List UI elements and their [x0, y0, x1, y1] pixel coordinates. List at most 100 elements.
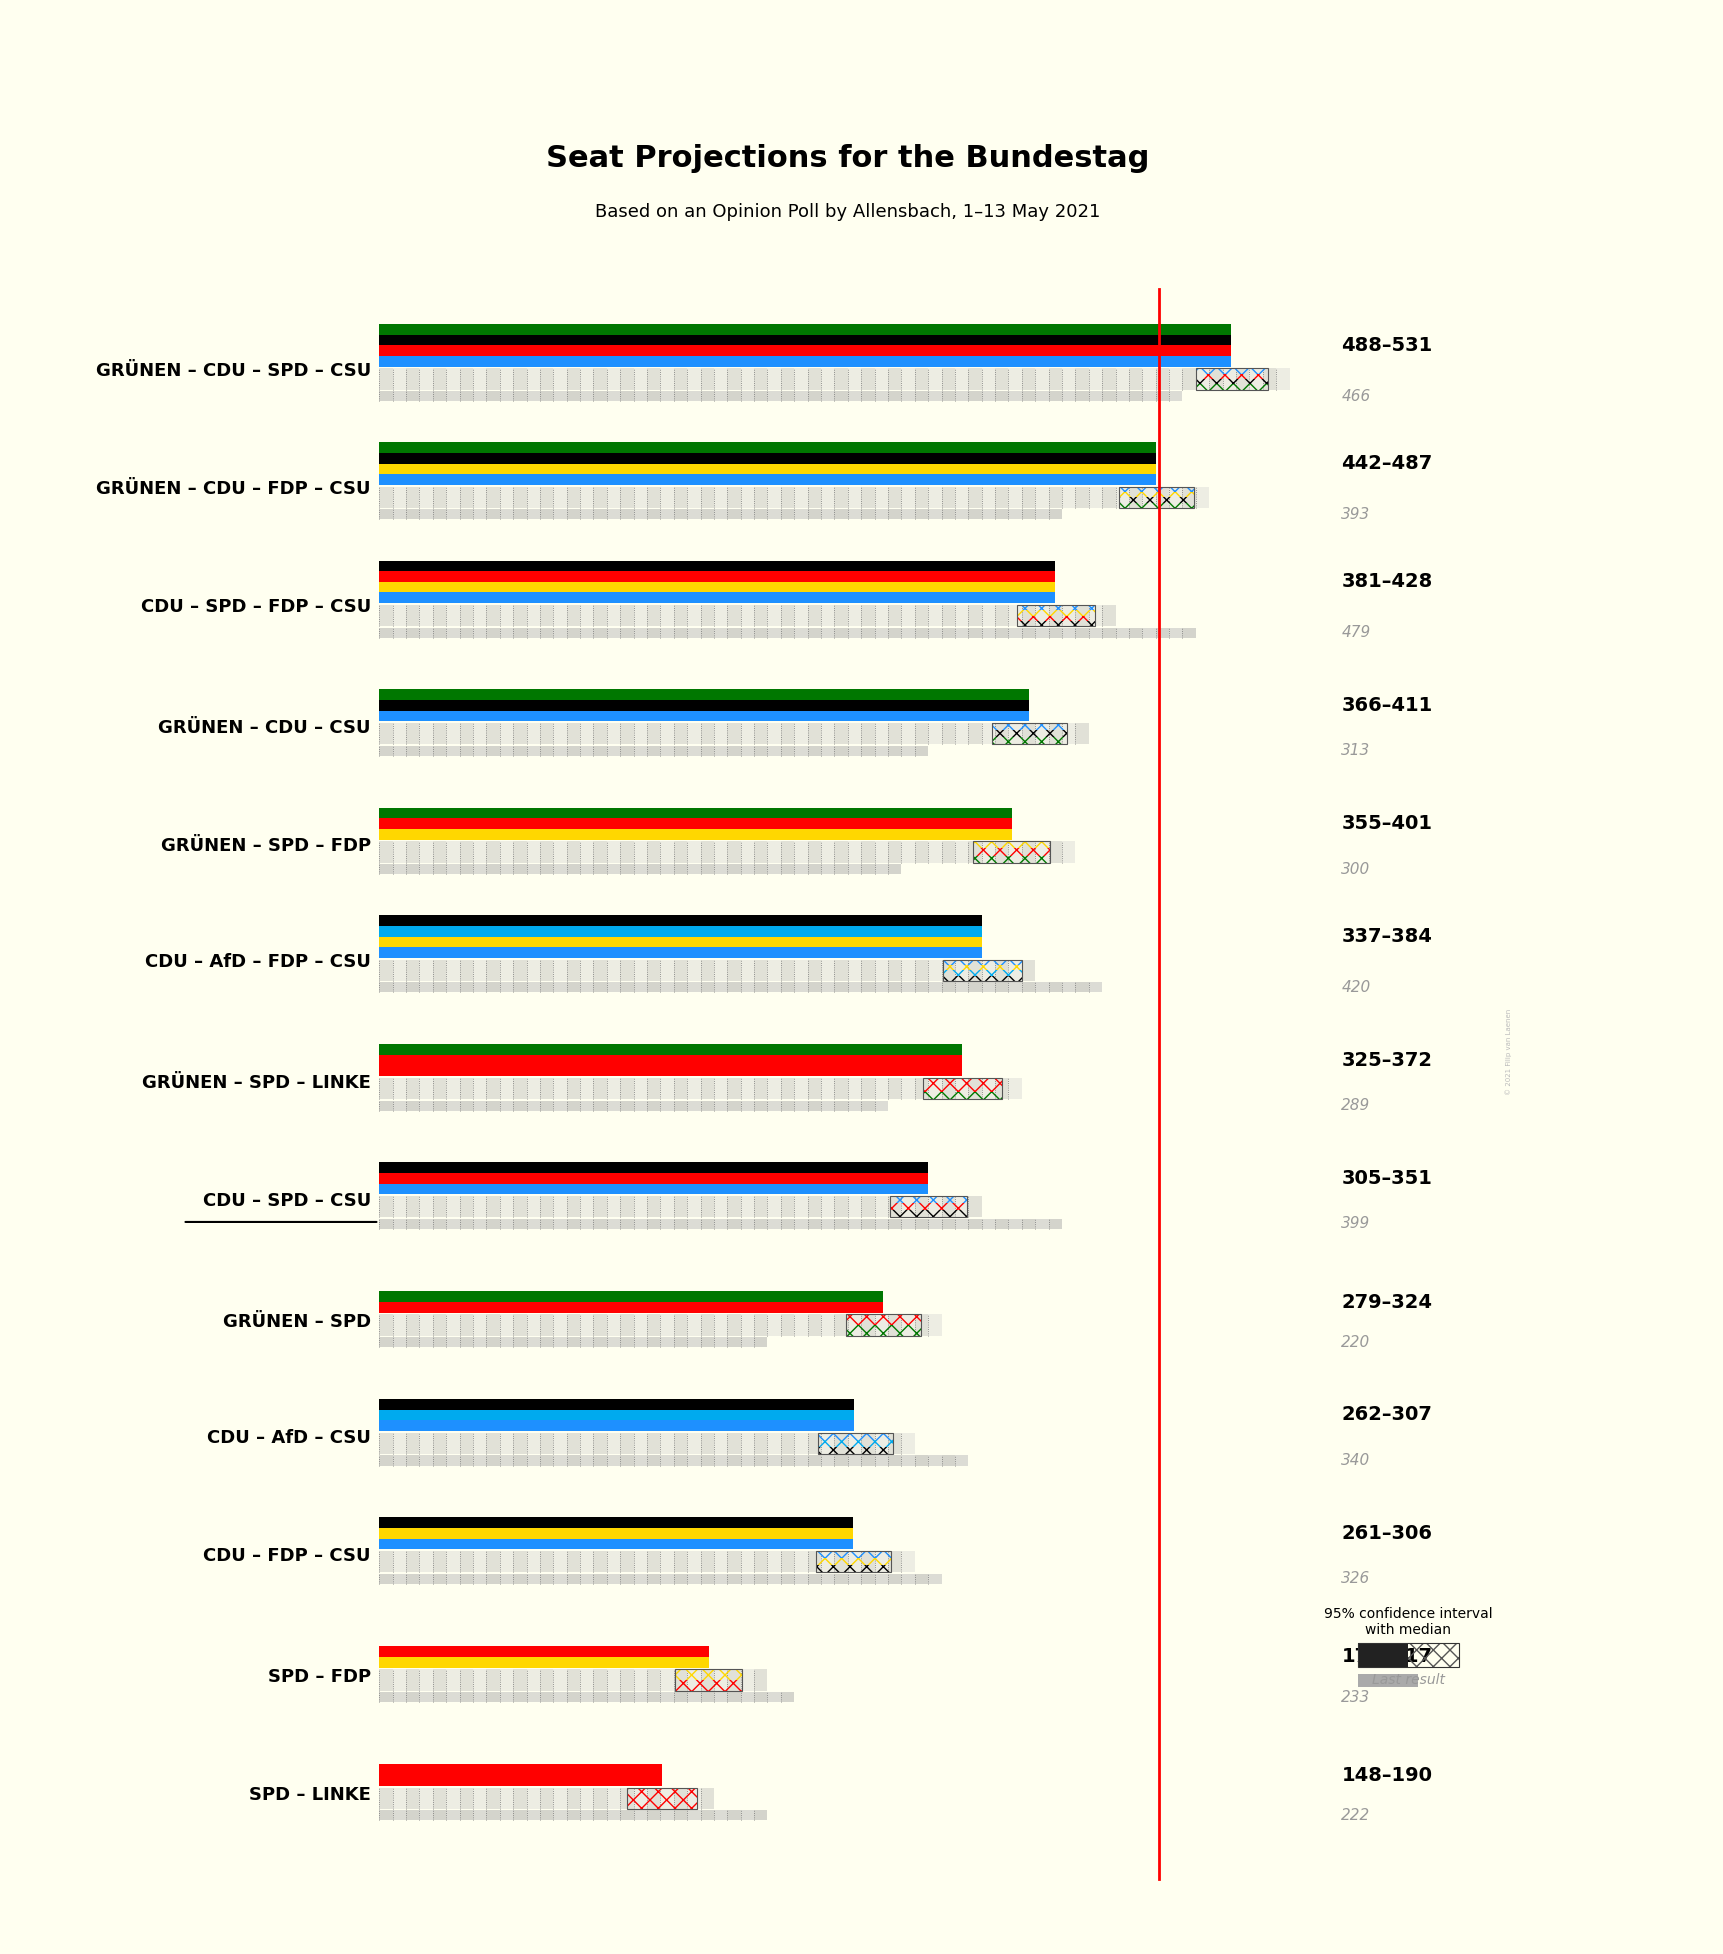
Bar	[593, 1573, 606, 1585]
Bar	[646, 723, 660, 744]
Bar	[753, 1219, 767, 1229]
Bar	[713, 1196, 727, 1217]
Bar	[713, 746, 727, 756]
Bar	[887, 487, 901, 508]
Bar	[500, 1219, 513, 1229]
Bar	[593, 510, 606, 520]
Bar	[486, 1219, 500, 1229]
Bar	[980, 510, 994, 520]
Bar	[1022, 1219, 1034, 1229]
Bar	[606, 864, 620, 873]
Bar	[922, 1092, 1001, 1100]
Bar	[606, 1219, 620, 1229]
Bar	[922, 1079, 1001, 1100]
Bar	[379, 606, 1094, 625]
Bar	[472, 1337, 486, 1346]
Bar	[446, 864, 460, 873]
Bar	[539, 367, 553, 389]
Bar	[646, 606, 660, 625]
Bar	[674, 1551, 687, 1573]
Bar	[862, 391, 874, 401]
Bar	[887, 1196, 901, 1217]
Bar	[915, 1079, 927, 1100]
Bar	[753, 510, 767, 520]
Bar	[446, 1669, 460, 1690]
Bar	[941, 1456, 955, 1466]
Bar	[646, 487, 660, 508]
Bar	[1022, 391, 1034, 401]
Bar	[874, 487, 887, 508]
Bar	[553, 1456, 567, 1466]
Bar	[941, 959, 955, 981]
Bar	[660, 606, 674, 625]
Bar	[687, 1692, 700, 1702]
Bar	[579, 1079, 593, 1100]
Bar	[579, 1219, 593, 1229]
Bar	[687, 487, 700, 508]
Bar	[567, 1456, 579, 1466]
Bar	[379, 1456, 393, 1466]
Text: CDU – FDP – CSU: CDU – FDP – CSU	[203, 1548, 370, 1565]
Bar	[526, 627, 539, 637]
Bar	[407, 1337, 419, 1346]
Bar	[660, 1432, 674, 1454]
Bar	[407, 959, 419, 981]
Bar	[955, 983, 968, 993]
Bar	[874, 606, 887, 625]
Text: 366–411: 366–411	[1340, 696, 1432, 715]
Bar	[553, 842, 567, 862]
Bar	[915, 367, 927, 389]
Bar	[593, 391, 606, 401]
Bar	[700, 1432, 713, 1454]
Bar	[713, 627, 727, 637]
Text: 95% confidence interval
with median: 95% confidence interval with median	[1323, 1606, 1492, 1637]
Bar	[741, 1196, 753, 1217]
Bar	[901, 959, 915, 981]
Bar	[820, 1079, 834, 1100]
Bar	[848, 959, 862, 981]
Bar	[955, 1456, 968, 1466]
Bar	[700, 1692, 713, 1702]
Bar	[379, 1669, 743, 1690]
Bar	[513, 1573, 526, 1585]
Bar	[941, 1196, 955, 1217]
Bar	[553, 510, 567, 520]
Bar	[700, 842, 713, 862]
Bar	[393, 959, 407, 981]
Bar	[553, 1219, 567, 1229]
Bar	[887, 723, 901, 744]
Bar	[419, 367, 432, 389]
Bar	[1118, 496, 1194, 502]
Bar	[874, 1456, 887, 1466]
Bar	[407, 723, 419, 744]
Bar	[815, 1551, 891, 1557]
Bar	[432, 627, 446, 637]
Bar	[815, 1551, 891, 1573]
Bar	[741, 842, 753, 862]
Bar	[806, 606, 820, 625]
Bar	[620, 606, 634, 625]
Bar	[446, 1432, 460, 1454]
Bar	[634, 842, 646, 862]
Bar	[927, 487, 941, 508]
Bar	[379, 746, 393, 756]
Bar	[539, 723, 553, 744]
Bar	[927, 1196, 941, 1217]
Bar	[741, 1692, 753, 1702]
Bar	[539, 746, 553, 756]
Bar	[687, 1573, 700, 1585]
Bar	[526, 1219, 539, 1229]
Bar	[593, 1079, 606, 1100]
Bar	[713, 1337, 727, 1346]
Bar	[1048, 1219, 1061, 1229]
Bar	[579, 1692, 593, 1702]
Bar	[713, 1551, 727, 1573]
Bar	[741, 983, 753, 993]
Bar	[713, 959, 727, 981]
Bar	[753, 367, 767, 389]
Bar	[915, 959, 927, 981]
Bar	[713, 1692, 727, 1702]
Bar	[1089, 391, 1101, 401]
Bar	[567, 723, 579, 744]
Bar	[887, 606, 901, 625]
